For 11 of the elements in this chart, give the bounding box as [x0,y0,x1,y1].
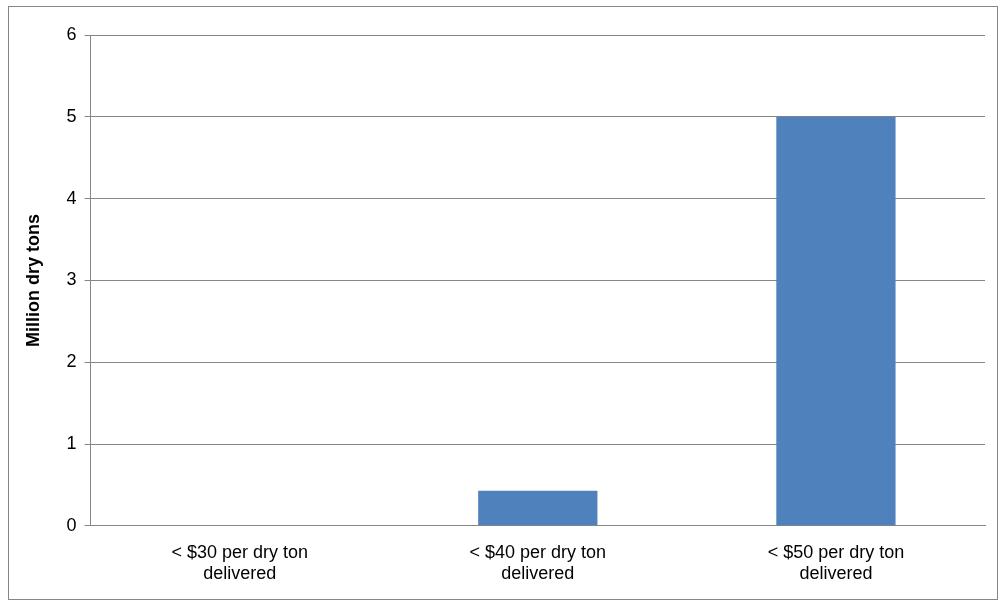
y-tick-label: 2 [66,351,77,372]
y-tick-label: 1 [66,432,77,453]
x-tick-label: < $30 per dry ton delivered [171,541,308,584]
y-tick-label: 3 [66,269,77,290]
y-axis-title: Million dry tons [22,213,43,347]
y-tick-label: 6 [66,23,77,44]
x-tick-label: < $40 per dry ton delivered [469,541,607,584]
y-tick-label: 0 [66,514,77,535]
y-tick-label: 5 [66,105,77,126]
x-tick-label: < $50 per dry ton delivered [767,541,905,584]
y-tick-label: 4 [66,187,77,208]
